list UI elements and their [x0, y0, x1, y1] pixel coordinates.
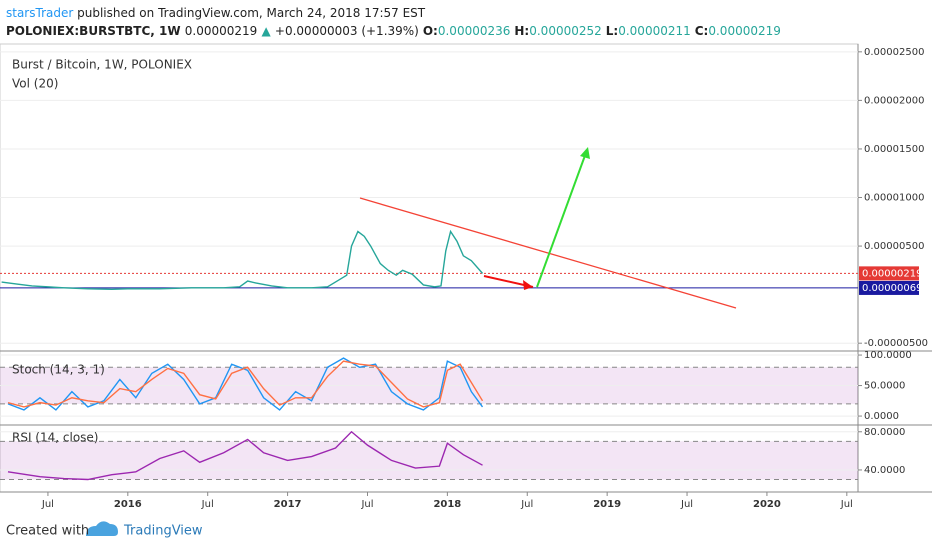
y-tick-label: 80.0000	[864, 427, 905, 438]
arrow-green	[536, 149, 588, 288]
x-tick-label: 2017	[274, 499, 302, 510]
author[interactable]: starsTrader	[6, 6, 74, 20]
arrow: ▲	[261, 24, 271, 38]
ohlc-value: 0.00000219	[708, 24, 781, 38]
x-tick-label: Jul	[201, 499, 214, 510]
ohlc-value: 0.00000211	[618, 24, 691, 38]
price-label-box	[859, 280, 919, 295]
series-line	[7, 430, 483, 481]
x-tick-label: 2019	[593, 499, 621, 510]
ohlc-value: 0.00000252	[529, 24, 602, 38]
x-tick-label: Jul	[41, 499, 54, 510]
header-line: starsTrader published on TradingView.com…	[6, 6, 425, 20]
quote-line: POLONIEX:BURSTBTC, 1W 0.00000219 ▲ +0.00…	[6, 24, 781, 38]
footer-brand[interactable]: TradingView	[123, 524, 203, 539]
y-tick-label: 0.00001000	[864, 193, 924, 204]
pane-title: Stoch (14, 3, 1)	[12, 363, 105, 377]
ohlc-key: L:	[605, 24, 619, 38]
y-tick-label: -0.00000500	[864, 338, 928, 349]
y-tick-label: 0.00000500	[864, 241, 924, 252]
price-label: 0.00000069	[862, 283, 922, 294]
ohlc-key: O:	[422, 24, 438, 38]
y-tick-label: 0.00002500	[864, 47, 924, 58]
price-label-box	[859, 266, 919, 281]
x-tick-label: 2016	[114, 499, 142, 510]
pane-subtitle: Vol (20)	[12, 77, 58, 91]
footer-text: Created with	[6, 524, 89, 539]
x-tick-label: 2020	[753, 499, 781, 510]
series-line	[7, 360, 484, 408]
pane-title: Burst / Bitcoin, 1W, POLONIEX	[12, 58, 192, 72]
y-tick-label: 40.0000	[864, 465, 905, 476]
published: published on TradingView.com, March 24, …	[77, 6, 426, 20]
x-tick-label: Jul	[520, 499, 533, 510]
symbol: POLONIEX:BURSTBTC, 1W	[6, 24, 181, 38]
ohlc-key: C:	[694, 24, 709, 38]
series-line	[7, 357, 484, 411]
y-tick-label: 0.00001500	[864, 144, 924, 155]
band	[0, 441, 858, 480]
trend-line	[359, 197, 737, 309]
y-tick-label: 50.0000	[864, 381, 905, 392]
y-tick-label: 100.0000	[864, 350, 912, 361]
arrow-head	[523, 280, 533, 290]
x-tick-label: Jul	[680, 499, 693, 510]
ohlc-key: H:	[514, 24, 530, 38]
series-line	[1, 229, 484, 290]
x-tick-label: 2018	[433, 499, 461, 510]
x-tick-label: Jul	[360, 499, 373, 510]
x-tick-label: Jul	[840, 499, 853, 510]
logo	[86, 521, 118, 536]
price-label: 0.00000219	[862, 268, 922, 279]
y-tick-label: 0.00002000	[864, 95, 924, 106]
y-tick-label: 0.0000	[864, 411, 899, 422]
change: +0.00000003 (+1.39%)	[274, 24, 419, 38]
pane-title: RSI (14, close)	[12, 431, 98, 445]
ohlc-value: 0.00000236	[437, 24, 511, 38]
arrow-head	[580, 147, 590, 159]
last: 0.00000219	[184, 24, 258, 38]
